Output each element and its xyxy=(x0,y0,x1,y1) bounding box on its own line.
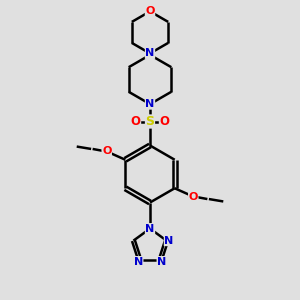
Text: O: O xyxy=(102,146,111,156)
Text: N: N xyxy=(146,48,154,59)
Text: N: N xyxy=(134,256,143,267)
Text: N: N xyxy=(157,256,167,267)
Text: O: O xyxy=(159,115,170,128)
Text: O: O xyxy=(145,6,155,16)
Text: N: N xyxy=(164,236,174,246)
Text: O: O xyxy=(189,192,198,202)
Text: O: O xyxy=(130,115,141,128)
Text: N: N xyxy=(146,224,154,234)
Text: N: N xyxy=(146,99,154,109)
Text: S: S xyxy=(146,115,154,128)
